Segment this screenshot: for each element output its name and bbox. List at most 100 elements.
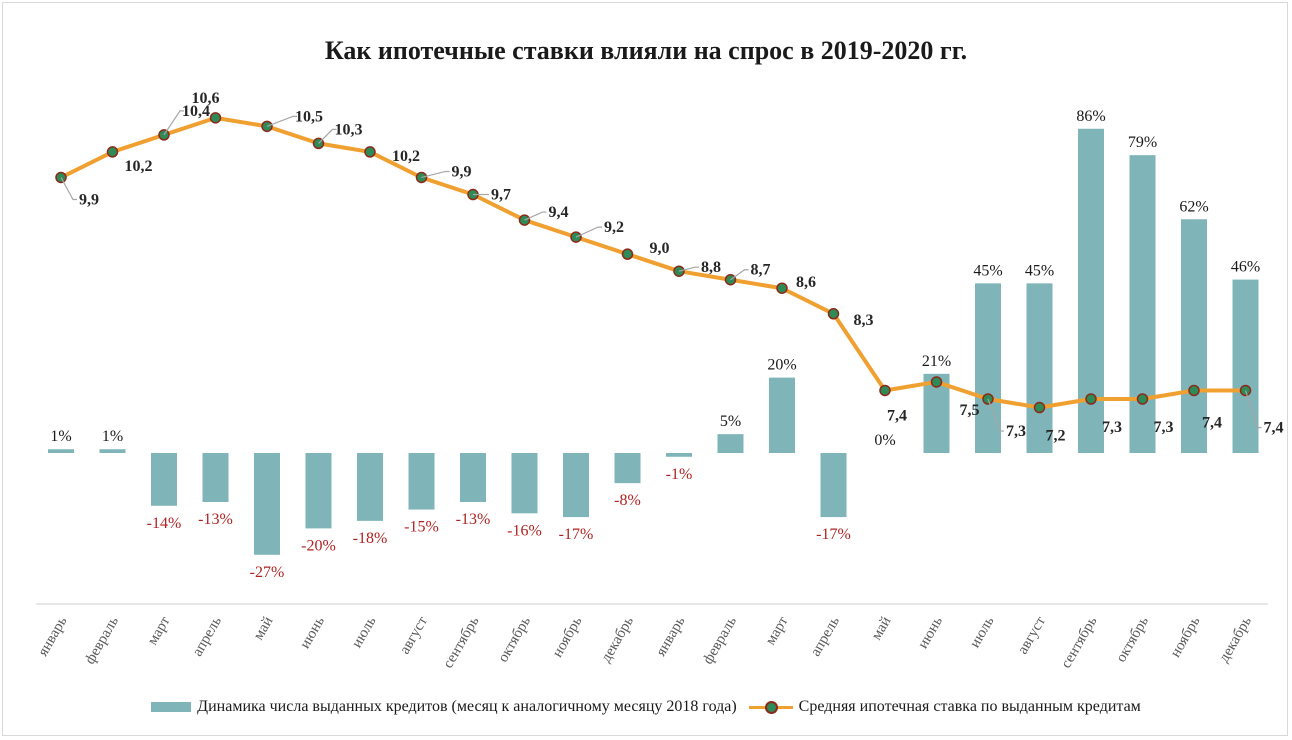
legend-swatch-line bbox=[748, 700, 793, 714]
category-label-3: апрель bbox=[190, 614, 225, 659]
bar-label-14: 20% bbox=[767, 357, 796, 374]
bar-label-21: 79% bbox=[1128, 134, 1157, 151]
rate-point-6 bbox=[364, 146, 376, 158]
category-label-4: май bbox=[251, 614, 277, 643]
rate-leader-4 bbox=[266, 115, 297, 127]
bar-label-23: 46% bbox=[1231, 259, 1260, 276]
bar-label-7: -15% bbox=[404, 519, 439, 536]
bar-label-12: -1% bbox=[666, 466, 693, 483]
bar-7 bbox=[408, 453, 435, 510]
category-label-23: декабрь bbox=[1216, 614, 1255, 665]
legend-label-line: Средняя ипотечная ставка по выданным кре… bbox=[798, 698, 1141, 715]
rate-label-1: 10,2 bbox=[125, 158, 153, 175]
rate-label-15: 8,3 bbox=[854, 312, 874, 329]
rate-line bbox=[60, 115, 1246, 410]
bar-label-0: 1% bbox=[50, 428, 71, 445]
rate-label-7: 9,9 bbox=[452, 163, 472, 180]
rate-label-21: 7,3 bbox=[1154, 419, 1174, 436]
bar-2 bbox=[151, 453, 177, 506]
rate-label-10: 9,2 bbox=[604, 219, 624, 236]
bar-21 bbox=[1129, 155, 1156, 454]
bar-label-20: 86% bbox=[1076, 108, 1105, 125]
bar-0 bbox=[48, 449, 74, 453]
rate-label-4: 10,5 bbox=[295, 108, 323, 125]
rate-label-6: 10,2 bbox=[392, 148, 420, 165]
category-label-1: февраль bbox=[82, 614, 122, 667]
rate-label-2: 10,4 bbox=[182, 103, 210, 120]
rate-leader-5 bbox=[318, 128, 337, 144]
bar-15 bbox=[820, 453, 847, 518]
bar-11 bbox=[614, 453, 641, 484]
rate-point-11 bbox=[621, 248, 634, 260]
rate-label-20: 7,3 bbox=[1102, 419, 1122, 436]
bar-label-9: -16% bbox=[507, 522, 542, 539]
bar-6 bbox=[357, 453, 383, 521]
bar-22 bbox=[1181, 219, 1207, 453]
rate-leader-2 bbox=[163, 110, 184, 136]
bar-label-10: -17% bbox=[559, 526, 594, 543]
rate-leader-13 bbox=[730, 269, 749, 281]
rate-point-20 bbox=[1085, 393, 1097, 405]
legend-label-bars: Динамика числа выданных кредитов (месяц … bbox=[197, 698, 737, 715]
bar-label-2: -14% bbox=[147, 515, 182, 532]
rate-leader-7 bbox=[421, 170, 450, 179]
rate-leader-23 bbox=[1244, 390, 1262, 429]
legend-item-line: Средняя ипотечная ставка по выданным кре… bbox=[748, 698, 1141, 716]
category-label-2: март bbox=[145, 614, 174, 648]
category-label-15: апрель bbox=[808, 614, 843, 659]
rate-leader-12 bbox=[678, 266, 699, 272]
bar-14 bbox=[769, 377, 795, 453]
bar-label-1: 1% bbox=[102, 428, 123, 445]
rate-label-12: 8,8 bbox=[701, 259, 721, 276]
rate-point-3 bbox=[209, 112, 222, 124]
rate-label-8: 9,7 bbox=[491, 187, 511, 204]
bar-label-6: -18% bbox=[353, 530, 388, 547]
bar-9 bbox=[511, 453, 538, 514]
bar-label-5: -20% bbox=[301, 537, 336, 554]
rate-leader-0 bbox=[60, 177, 77, 201]
bar-label-13: 5% bbox=[720, 413, 741, 430]
rate-leader-10 bbox=[575, 226, 602, 238]
rate-label-9: 9,4 bbox=[549, 204, 569, 221]
bar-13 bbox=[717, 434, 744, 453]
bar-4 bbox=[254, 453, 280, 555]
bar-19 bbox=[1026, 283, 1053, 453]
category-label-9: октябрь bbox=[495, 614, 534, 665]
bar-23 bbox=[1232, 279, 1259, 453]
bar-label-3: -13% bbox=[198, 511, 233, 528]
bar-5 bbox=[305, 453, 332, 529]
bar-label-22: 62% bbox=[1179, 198, 1208, 215]
rate-point-16 bbox=[879, 384, 891, 397]
category-label-14: март bbox=[763, 614, 792, 648]
rate-point-15 bbox=[827, 308, 840, 320]
rate-point-14 bbox=[776, 282, 788, 294]
bar-10 bbox=[563, 453, 589, 518]
chart-title: Как ипотечные ставки влияли на спрос в 2… bbox=[324, 36, 968, 65]
rate-point-19 bbox=[1033, 401, 1046, 414]
bar-label-4: -27% bbox=[250, 564, 285, 581]
rate-leader-18 bbox=[987, 398, 1004, 432]
category-label-7: август bbox=[397, 614, 431, 658]
category-label-18: июль bbox=[967, 614, 998, 651]
rate-label-19: 7,2 bbox=[1046, 428, 1066, 445]
category-label-8: сентябрь bbox=[440, 614, 482, 671]
category-label-17: июнь bbox=[915, 614, 946, 652]
legend-swatch-bar bbox=[151, 702, 192, 712]
category-label-12: январь bbox=[653, 614, 688, 659]
rate-label-18: 7,3 bbox=[1006, 423, 1026, 440]
bar-label-19: 45% bbox=[1025, 262, 1054, 279]
category-label-11: декабрь bbox=[598, 614, 637, 665]
legend: Динамика числа выданных кредитов (месяц … bbox=[0, 698, 1292, 716]
category-label-10: ноябрь bbox=[550, 614, 586, 660]
bar-label-18: 45% bbox=[973, 262, 1002, 279]
rate-label-14: 8,6 bbox=[796, 274, 816, 291]
bar-18 bbox=[975, 283, 1001, 453]
rate-label-3: 10,6 bbox=[192, 90, 220, 107]
rate-label-11: 9,0 bbox=[650, 240, 670, 257]
rate-label-17: 7,5 bbox=[960, 402, 980, 419]
category-label-16: май bbox=[869, 614, 895, 643]
rate-point-22 bbox=[1188, 384, 1200, 397]
bar-label-16: 0% bbox=[874, 432, 895, 449]
